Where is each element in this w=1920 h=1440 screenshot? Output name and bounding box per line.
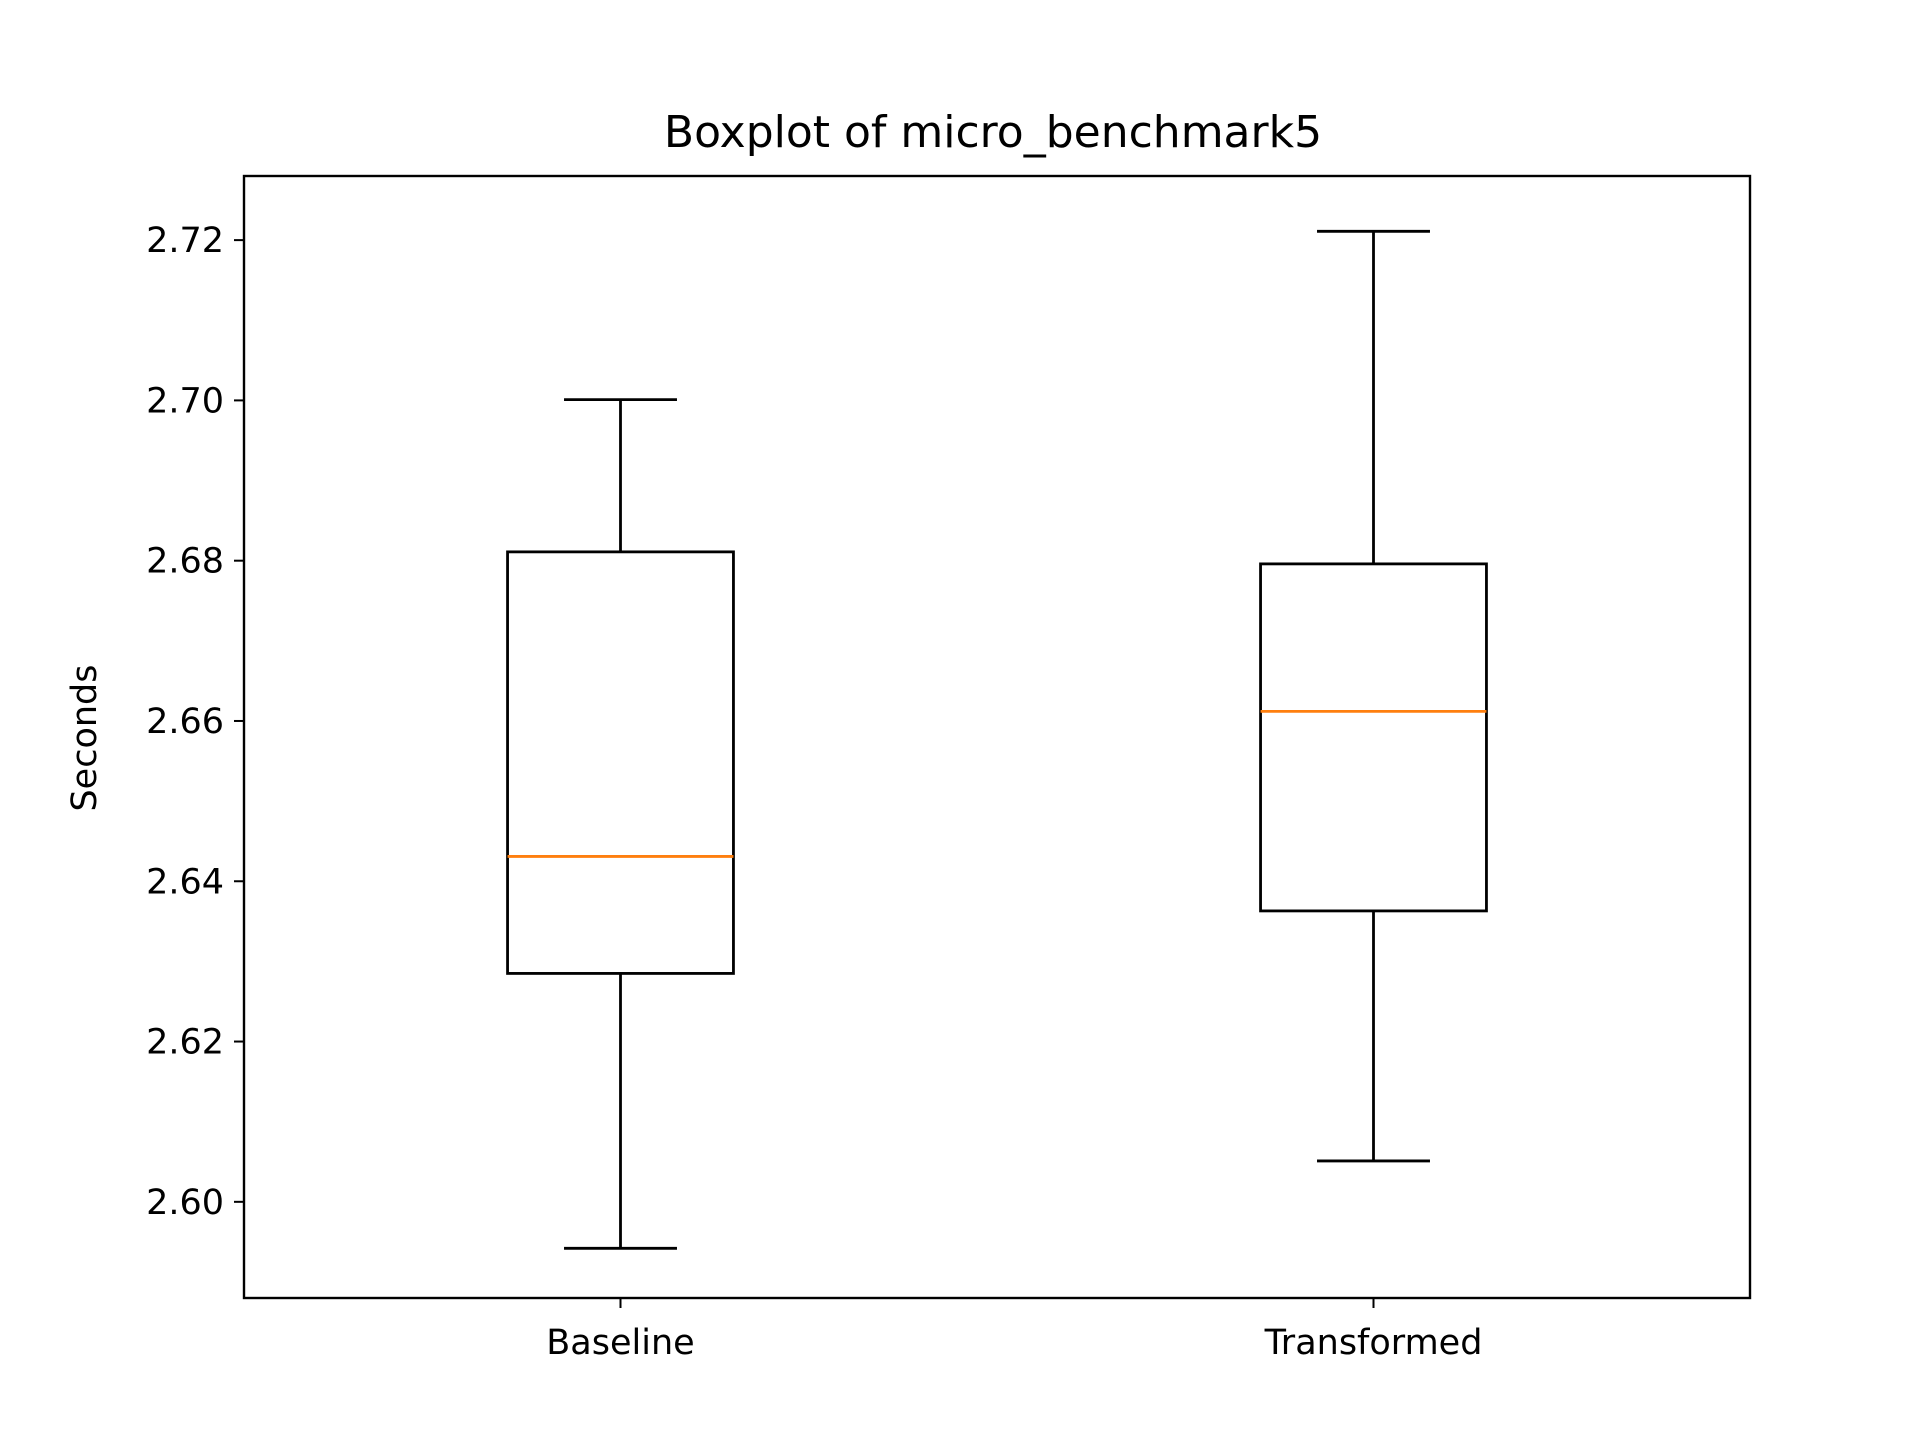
iqr-box (506, 550, 735, 975)
y-tick-label: 2.70 (146, 381, 224, 421)
y-tick-label: 2.64 (146, 862, 224, 902)
box-series (506, 229, 1488, 1250)
box-transformed (1259, 229, 1488, 1163)
plot-area-frame (242, 174, 1752, 1300)
x-tick-label: Baseline (546, 1323, 694, 1363)
box-baseline (506, 398, 735, 1250)
x-axis-ticks: Baseline Transformed (546, 1298, 1482, 1363)
y-axis-label: Seconds (65, 664, 105, 811)
y-tick-label: 2.60 (146, 1183, 224, 1223)
y-tick-label: 2.66 (146, 702, 224, 742)
iqr-box (1259, 562, 1488, 913)
y-tick-label: 2.72 (146, 221, 224, 261)
y-axis-ticks: 2.60 2.62 2.64 2.66 2.68 2.70 2.72 (146, 221, 244, 1223)
y-tick-label: 2.62 (146, 1023, 224, 1063)
chart-title: Boxplot of micro_benchmark5 (664, 107, 1322, 158)
y-tick-label: 2.68 (146, 542, 224, 582)
x-tick-label: Transformed (1264, 1323, 1483, 1363)
